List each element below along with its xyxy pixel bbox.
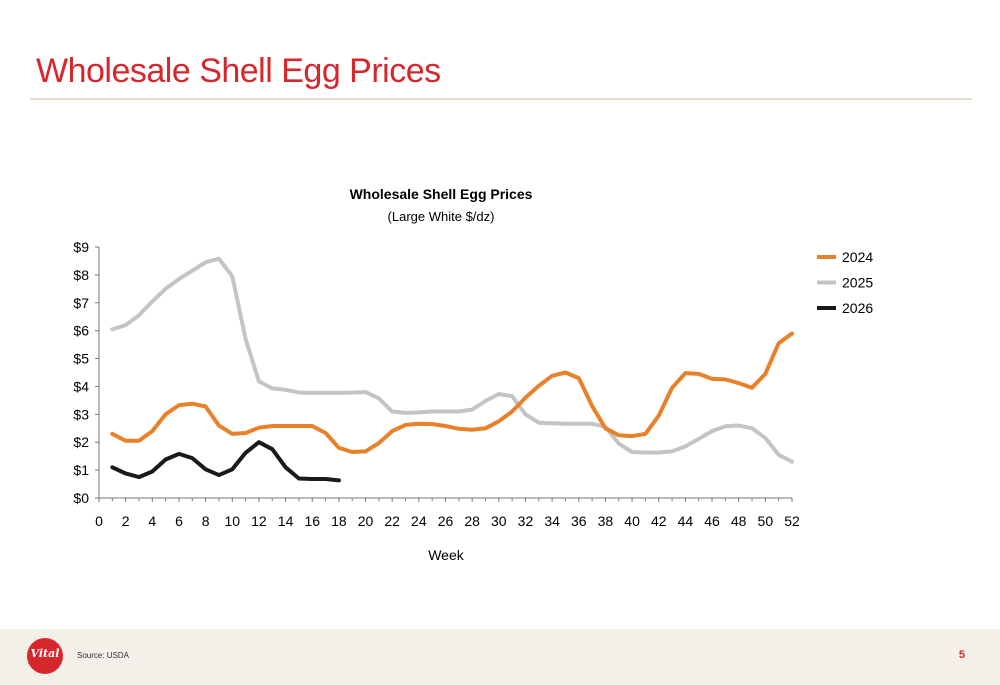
x-tick-label: 32 [518, 513, 534, 529]
legend-label-2024: 2024 [842, 249, 873, 265]
y-tick-label: $8 [73, 267, 89, 283]
x-tick-label: 36 [571, 513, 587, 529]
source-note: Source: USDA [77, 651, 130, 660]
chart-title: Wholesale Shell Egg Prices [350, 186, 533, 202]
y-tick-label: $6 [73, 323, 89, 339]
x-tick-label: 28 [464, 513, 480, 529]
page-title: Wholesale Shell Egg Prices [36, 52, 441, 90]
x-tick-label: 10 [224, 513, 240, 529]
legend-label-2026: 2026 [842, 300, 873, 316]
x-tick-label: 34 [544, 513, 560, 529]
y-tick-label: $5 [73, 351, 89, 367]
x-tick-label: 42 [651, 513, 667, 529]
series-line-2026 [110, 440, 341, 483]
x-tick-label: 40 [624, 513, 640, 529]
line-chart: Wholesale Shell Egg Prices (Large White … [73, 186, 873, 563]
y-tick-label: $4 [73, 378, 89, 394]
series-line-2024 [110, 331, 794, 454]
x-axis-label: Week [428, 547, 465, 563]
x-tick-label: 16 [304, 513, 320, 529]
y-tick-label: $3 [73, 406, 89, 422]
y-tick-label: $0 [73, 490, 89, 506]
x-tick-label: 0 [95, 513, 103, 529]
x-tick-label: 46 [704, 513, 720, 529]
x-tick-label: 14 [278, 513, 294, 529]
series-line-2025 [110, 256, 794, 464]
y-tick-label: $1 [73, 462, 89, 478]
x-tick-label: 44 [678, 513, 694, 529]
y-tick-label: $2 [73, 434, 89, 450]
x-tick-label: 8 [202, 513, 210, 529]
x-tick-label: 18 [331, 513, 347, 529]
axes: $0$1$2$3$4$5$6$7$8$90 2 4 6 8 10 12 14 16 18 20 22 2… [73, 239, 800, 529]
x-tick-label: 20 [358, 513, 374, 529]
title-divider [30, 98, 972, 100]
legend-label-2025: 2025 [842, 275, 873, 291]
y-tick-label: $7 [73, 295, 89, 311]
x-tick-label: 52 [784, 513, 800, 529]
x-tick-label: 22 [384, 513, 400, 529]
page-number: 5 [958, 649, 965, 661]
x-tick-label: 30 [491, 513, 507, 529]
logo-wordmark: Vital [30, 647, 60, 660]
x-tick-label: 12 [251, 513, 267, 529]
x-tick-label: 6 [175, 513, 183, 529]
brand-logo: Vital [27, 638, 63, 674]
legend: 2024 2025 2026 [817, 249, 873, 316]
chart-subtitle: (Large White $/dz) [388, 209, 495, 224]
x-tick-label: 2 [122, 513, 130, 529]
x-tick-label: 24 [411, 513, 427, 529]
plot-area [110, 256, 794, 483]
x-tick-label: 4 [148, 513, 156, 529]
x-tick-label: 38 [598, 513, 614, 529]
y-tick-label: $9 [73, 239, 89, 255]
x-tick-label: 48 [731, 513, 747, 529]
x-tick-label: 50 [758, 513, 774, 529]
x-tick-label: 26 [438, 513, 454, 529]
footer: Vital Source: USDA 5 [0, 629, 1000, 685]
